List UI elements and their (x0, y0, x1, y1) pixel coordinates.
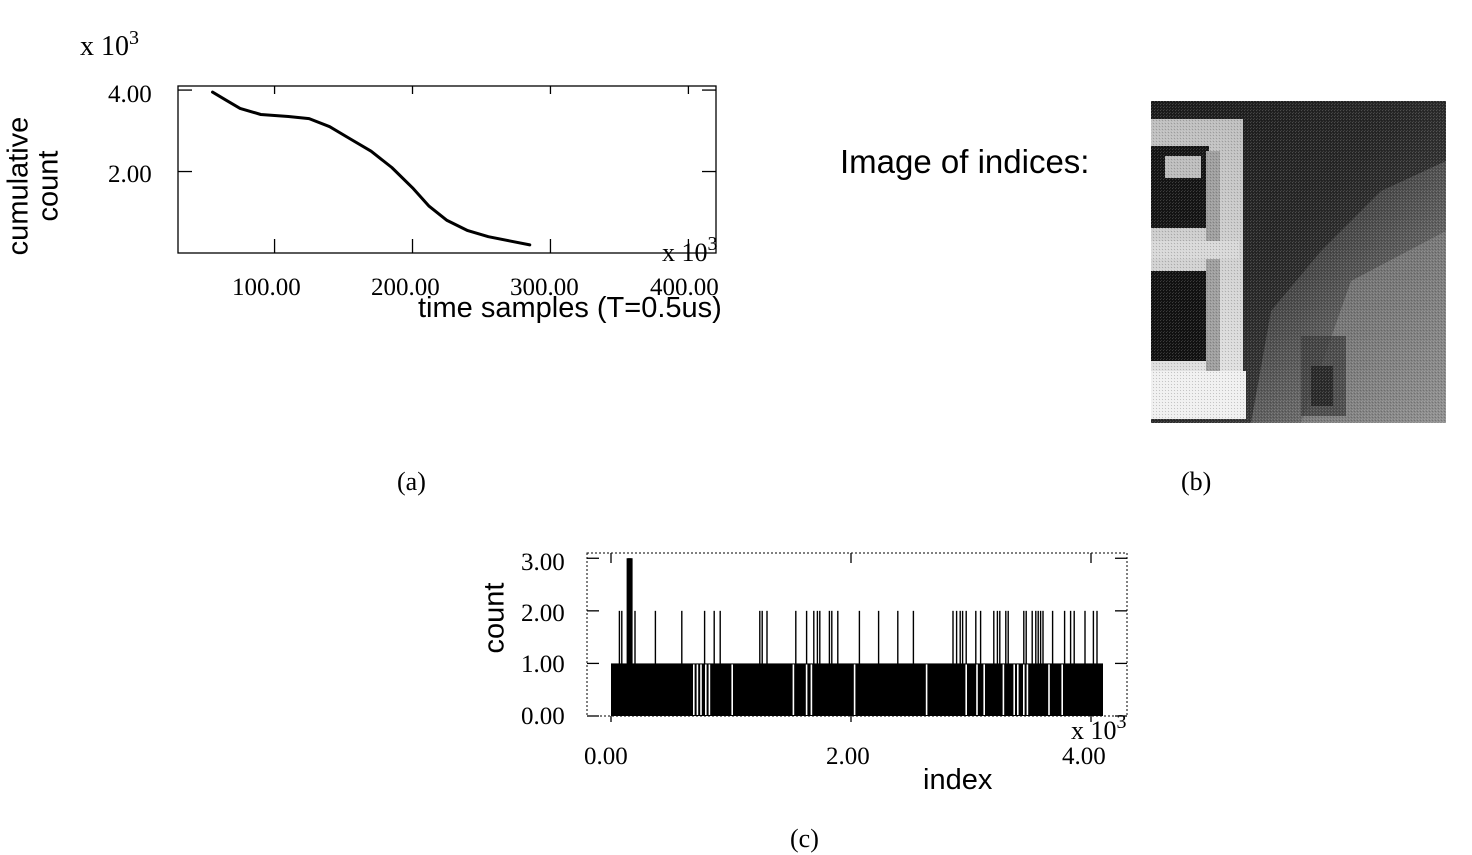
panel-c-gap (1061, 664, 1063, 715)
panel-c-gap (976, 664, 978, 715)
panel-c-gap (696, 664, 699, 715)
panel-a-x-multiplier: x 103 (662, 233, 718, 267)
panel-c-gap (705, 664, 707, 715)
panel-a-caption: (a) (397, 467, 426, 496)
panel-c-gap (1013, 664, 1015, 715)
panel-c-x-tick-label: 0.00 (584, 743, 628, 770)
panel-c-gap (708, 664, 711, 715)
panel-a-x-tick-label: 200.00 (371, 274, 440, 301)
panel-c-gap (1017, 664, 1019, 715)
panel-a-plot-frame (177, 85, 717, 254)
panel-c-gap (1023, 664, 1025, 715)
panel-c-y-tick-label: 3.00 (521, 549, 565, 576)
panel-a-y-tick-label: 4.00 (108, 81, 152, 108)
panel-c-gap (792, 664, 795, 715)
panel-a-series-line (211, 90, 532, 247)
panel-c-bar-block (611, 663, 1103, 716)
panel-b-caption: (b) (1181, 467, 1212, 496)
index-image (1151, 101, 1446, 423)
panel-c-caption: (c) (790, 824, 819, 853)
panel-c-y-tick-label: 1.00 (521, 651, 565, 678)
panel-c-x-tick-label: 4.00 (1062, 743, 1106, 770)
panel-a-x-tick-label: 100.00 (232, 274, 301, 301)
panel-a-x-axis-label: time samples (T=0.5us) (418, 292, 722, 324)
panel-c-gap (853, 664, 856, 715)
panel-c-gap (1002, 664, 1005, 715)
panel-c-gap (693, 664, 695, 715)
panel-c-gap (700, 664, 702, 715)
panel-c-gap (1048, 664, 1050, 715)
panel-c-x-axis-label: index (923, 764, 993, 796)
panel-b-label: Image of indices: (840, 143, 1090, 180)
panel-c-gap (925, 664, 928, 715)
panel-c-x-multiplier: x 103 (1071, 711, 1127, 745)
panel-c-gap (1026, 664, 1029, 715)
panel-c-gap (983, 664, 985, 715)
panel-c-gap (965, 664, 967, 715)
panel-a-x-tick-label: 400.00 (650, 274, 719, 301)
panel-c-gap (805, 664, 808, 715)
panel-c-gap (810, 664, 813, 715)
panel-a-y-multiplier: x 103 (80, 27, 139, 62)
panel-c-y-tick-label: 2.00 (521, 600, 565, 627)
panel-c-y-tick-label: 0.00 (521, 703, 565, 730)
panel-c-x-tick-label: 2.00 (826, 743, 870, 770)
panel-c-gap (731, 664, 733, 715)
panel-a-x-tick-label: 300.00 (510, 274, 579, 301)
panel-a-y-tick-label: 2.00 (108, 161, 152, 188)
